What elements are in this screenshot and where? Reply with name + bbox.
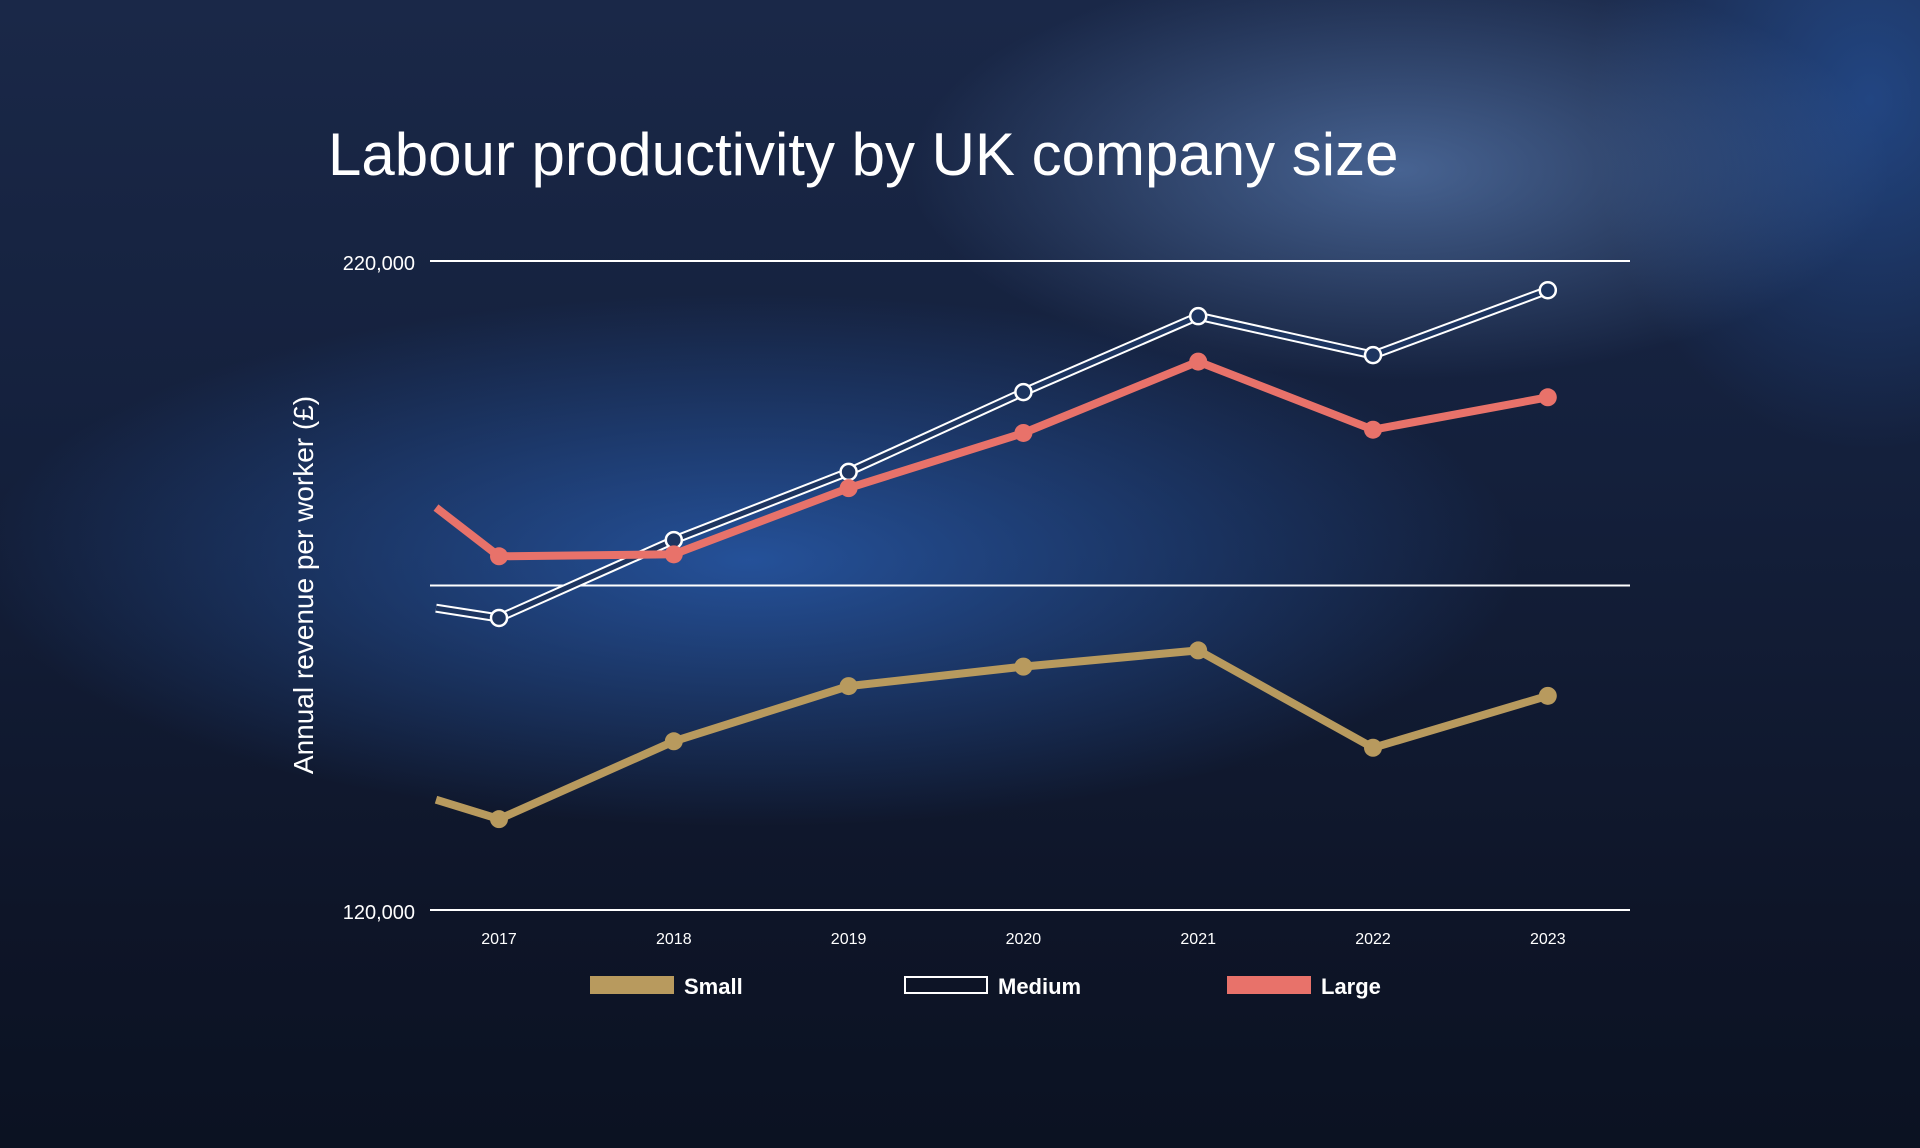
axis: 220,000 120,000 Annual revenue per worke…	[288, 253, 1630, 924]
series-line-small	[434, 646, 1549, 824]
y-tick-label-min: 120,000	[343, 902, 415, 924]
legend-label-medium: Medium	[998, 974, 1081, 999]
data-point-large	[1538, 388, 1557, 407]
data-point-large	[1189, 352, 1208, 371]
data-point-large	[1014, 423, 1033, 442]
data-point-medium	[839, 462, 858, 482]
legend-label-large: Large	[1321, 974, 1381, 999]
x-axis-ticks: 2017 2018 2019 2020 2021 2022 2023	[481, 931, 1565, 948]
data-point-medium	[1188, 306, 1208, 326]
y-axis-label: Annual revenue per worker (£)	[288, 396, 319, 774]
data-point-medium	[1363, 345, 1383, 365]
data-point-large	[490, 547, 508, 566]
x-tick-label: 2017	[481, 931, 517, 948]
data-point-medium	[1538, 280, 1558, 300]
series-line-medium-outline	[435, 285, 1550, 623]
series-large	[433, 352, 1557, 566]
legend-item-medium: Medium	[904, 974, 1081, 999]
data-point-small	[1364, 738, 1382, 757]
y-tick-label-max: 220,000	[343, 253, 415, 275]
x-tick-label: 2020	[1006, 931, 1042, 948]
legend: Small Medium Large	[590, 974, 1381, 999]
data-point-medium	[1014, 382, 1033, 402]
series-line-large	[433, 357, 1549, 561]
series-line-medium	[435, 287, 1549, 621]
legend-item-small: Small	[590, 974, 743, 999]
data-point-small	[1014, 657, 1033, 676]
x-tick-label: 2023	[1530, 931, 1566, 948]
legend-swatch-large	[1227, 976, 1311, 994]
data-point-large	[839, 479, 858, 498]
data-point-small	[1189, 641, 1208, 660]
chart-title: Labour productivity by UK company size	[328, 121, 1399, 188]
legend-swatch-medium	[904, 976, 988, 994]
data-point-medium	[489, 608, 509, 628]
series-small	[434, 641, 1557, 829]
x-tick-label: 2022	[1355, 931, 1391, 948]
data-point-large	[664, 545, 683, 564]
data-point-small	[839, 677, 858, 696]
x-tick-label: 2018	[656, 931, 692, 948]
series-medium	[435, 280, 1558, 628]
plot-area	[433, 280, 1558, 829]
x-tick-label: 2021	[1180, 931, 1216, 948]
legend-swatch-small	[590, 976, 674, 994]
legend-label-small: Small	[684, 974, 743, 999]
data-point-large	[1364, 420, 1382, 439]
x-tick-label: 2019	[831, 931, 867, 948]
legend-item-large: Large	[1227, 974, 1381, 999]
data-point-small	[490, 810, 508, 829]
data-point-small	[664, 732, 683, 751]
data-point-small	[1538, 686, 1557, 705]
